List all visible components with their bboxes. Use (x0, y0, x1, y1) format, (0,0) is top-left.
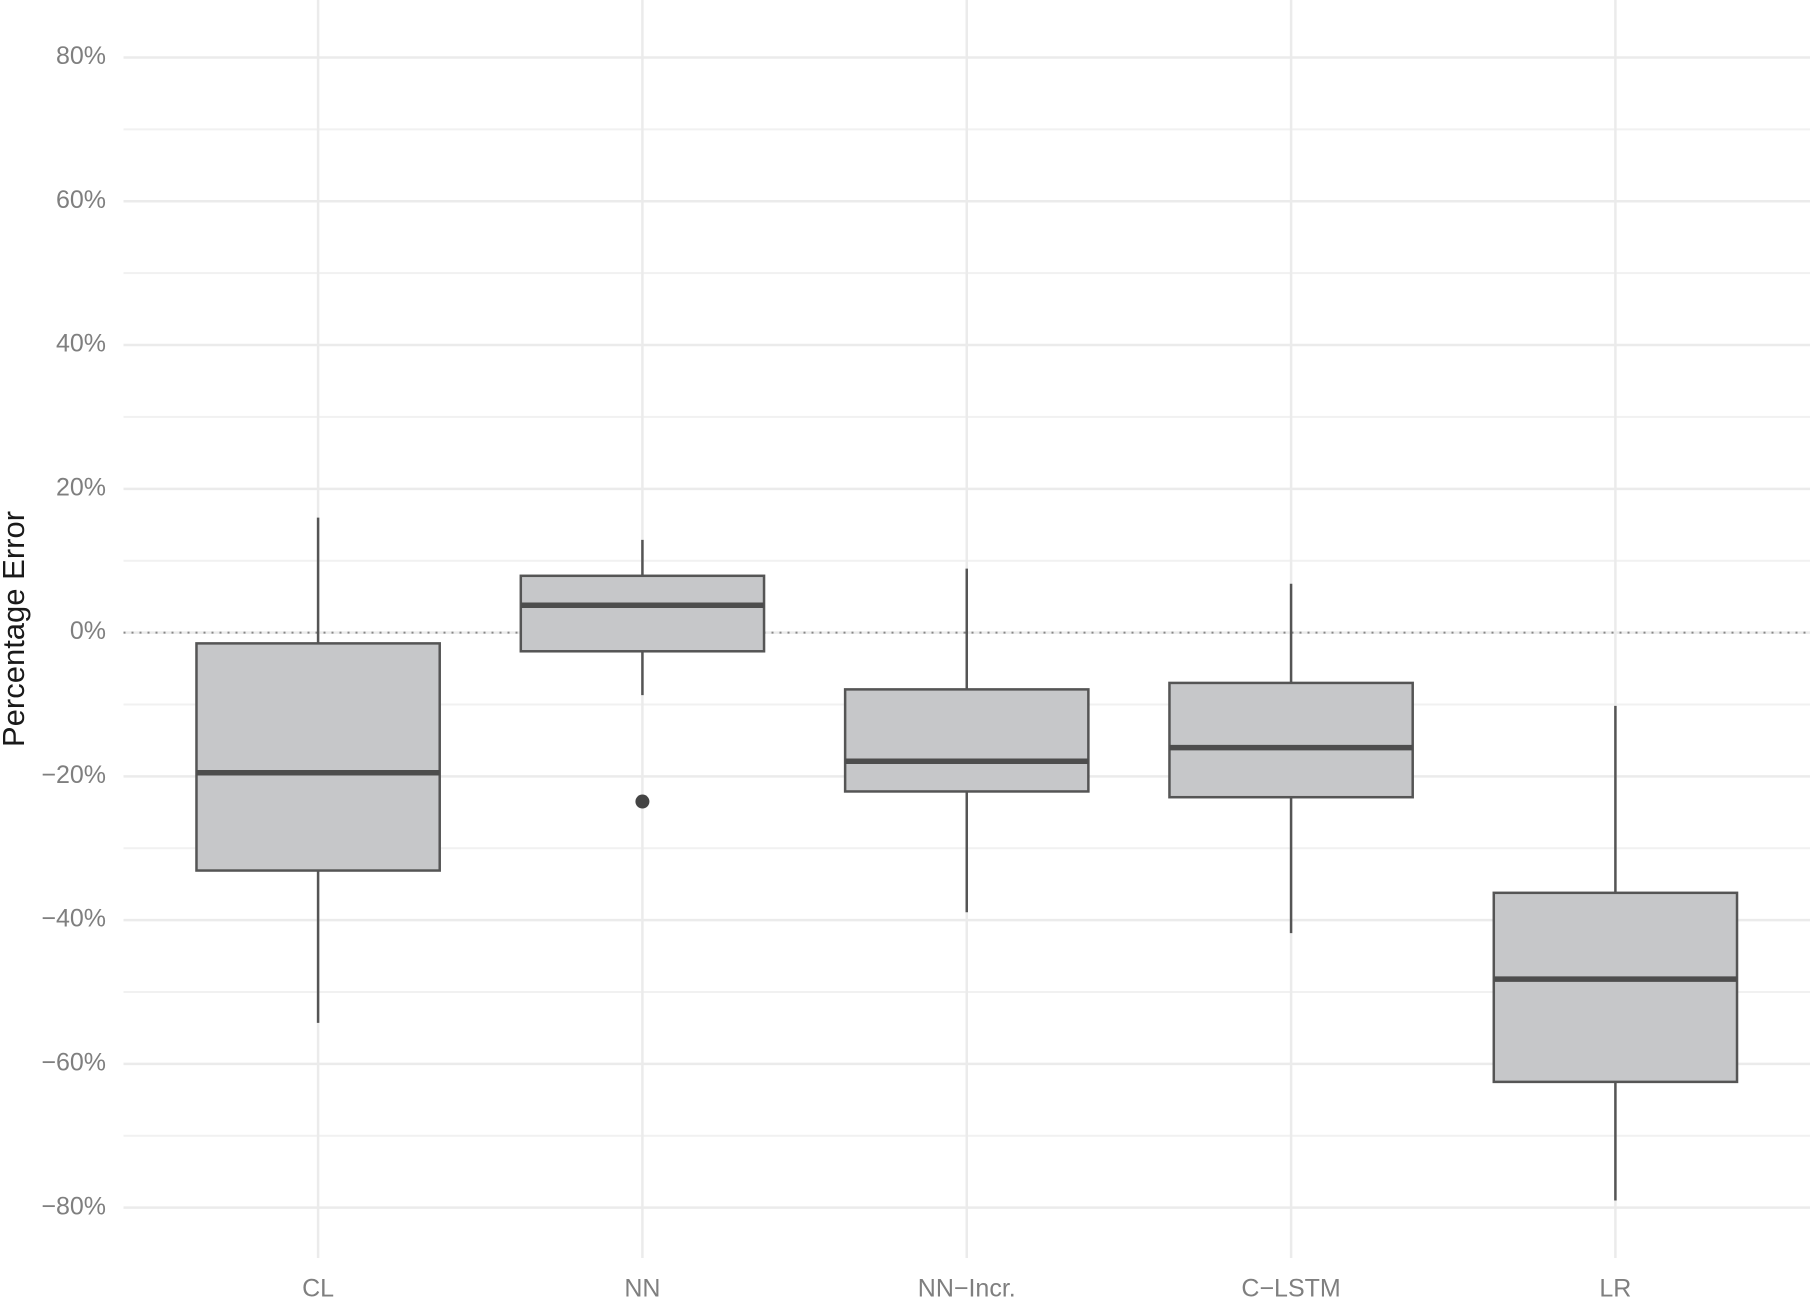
box (195, 642, 441, 872)
y-tick-label: −80% (41, 1192, 106, 1220)
box (1492, 891, 1739, 1084)
y-tick-label: 60% (56, 186, 106, 214)
box (843, 688, 1090, 793)
x-tick-label: NN−Incr. (918, 1275, 1016, 1302)
box (1168, 681, 1414, 799)
x-tick-label: LR (1599, 1275, 1631, 1302)
y-tick-label: −60% (41, 1049, 106, 1077)
x-tick-label: C−LSTM (1241, 1275, 1340, 1302)
x-tick-label: CL (302, 1275, 334, 1302)
y-tick-label: 0% (70, 617, 106, 645)
box (519, 574, 766, 653)
y-tick-label: 80% (56, 42, 106, 70)
outlier (635, 794, 650, 809)
y-tick-label: 20% (56, 473, 106, 501)
y-tick-label: −40% (41, 905, 106, 933)
x-tick-label: NN (624, 1275, 660, 1302)
y-tick-label: −20% (41, 761, 106, 789)
y-tick-label: 40% (56, 330, 106, 358)
y-axis-title: Percentage Error (0, 511, 31, 747)
